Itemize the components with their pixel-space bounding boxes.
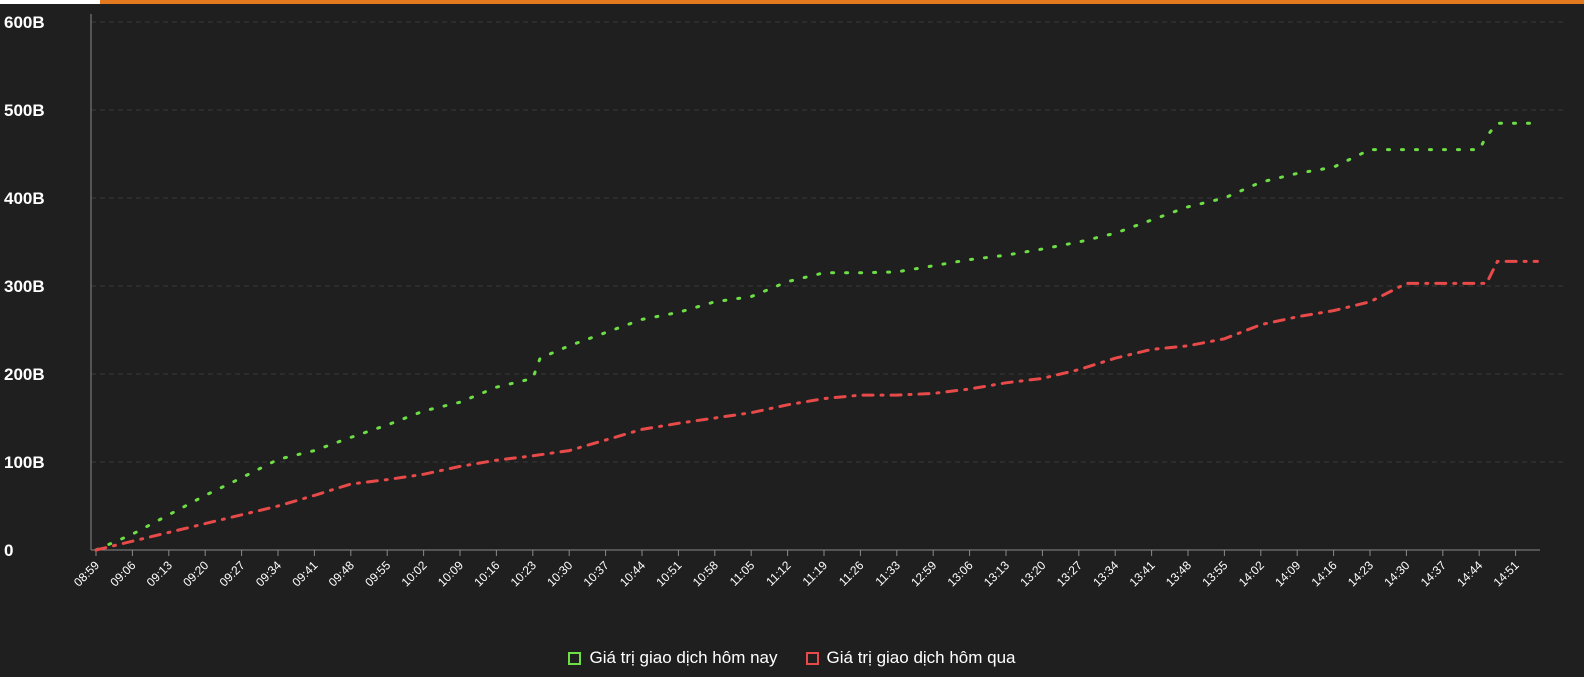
x-tick-label: 12:59 [908, 558, 939, 589]
legend-swatch-yesterday [805, 651, 819, 665]
x-tick-label: 09:34 [253, 558, 284, 589]
legend-label-today: Giá trị giao dịch hôm nay [589, 648, 778, 667]
gridlines [91, 21, 1565, 463]
axes [90, 14, 1540, 556]
x-tick-label: 14:09 [1272, 558, 1303, 589]
x-tick-label: 14:37 [1418, 558, 1449, 589]
x-tick-label: 11:33 [872, 558, 903, 589]
series-line-today [94, 121, 1539, 552]
legend-swatch-today [568, 651, 582, 665]
x-tick-label: 09:20 [180, 558, 211, 589]
x-tick-label: 09:27 [217, 558, 248, 589]
y-tick-label: 200B [4, 365, 45, 384]
top-accent-rule [0, 0, 1584, 4]
y-tick-label: 500B [4, 101, 45, 120]
x-tick-label: 13:48 [1163, 558, 1194, 589]
x-tick-label: 10:37 [581, 558, 612, 589]
x-tick-label: 13:55 [1199, 558, 1230, 589]
x-tick-label: 08:59 [71, 558, 102, 589]
y-tick-label: 100B [4, 453, 45, 472]
x-tick-label: 10:09 [435, 558, 466, 589]
x-tick-label: 10:02 [399, 558, 430, 589]
y-tick-labels: 0 100B 200B 300B 400B 500B 600B [4, 13, 45, 560]
x-tick-label: 13:13 [981, 558, 1012, 589]
x-tick-label: 10:58 [690, 558, 721, 589]
chart-svg: 0 100B 200B 300B 400B 500B 600B 08:59 09:06 09:1… [4, 13, 1565, 589]
legend: Giá trị giao dịch hôm nay Giá trị giao d… [0, 648, 1584, 668]
x-tick-label: 09:41 [289, 558, 320, 589]
y-tick-label: 300B [4, 277, 45, 296]
x-tick-label: 09:48 [326, 558, 357, 589]
legend-item-today[interactable]: Giá trị giao dịch hôm nay [568, 648, 778, 668]
x-tick-label: 11:19 [800, 558, 831, 589]
x-tick-label: 13:20 [1017, 558, 1048, 589]
x-tick-label: 14:44 [1454, 558, 1485, 589]
legend-item-yesterday[interactable]: Giá trị giao dịch hôm qua [805, 648, 1016, 668]
series-lines [94, 121, 1539, 552]
series-line-yesterday [94, 259, 1539, 552]
x-tick-label: 13:41 [1127, 558, 1158, 589]
x-tick-label: 11:26 [836, 558, 867, 589]
x-tick-label: 10:16 [471, 558, 502, 589]
y-tick-label: 600B [4, 13, 45, 32]
y-tick-label: 0 [4, 541, 13, 560]
top-rule-break [0, 0, 100, 4]
x-tick-label: 10:30 [544, 558, 575, 589]
x-tick-label: 14:23 [1345, 558, 1376, 589]
x-tick-label: 13:27 [1054, 558, 1085, 589]
x-tick-label: 09:13 [144, 558, 175, 589]
x-tick-label: 09:06 [107, 558, 138, 589]
x-tick-label: 11:12 [763, 558, 794, 589]
x-tick-label: 09:55 [362, 558, 393, 589]
x-tick-label: 11:05 [727, 558, 758, 589]
x-tick-labels: 08:59 09:06 09:13 09:20 09:27 09:34 09:41 09:48… [71, 558, 1522, 589]
x-tick-label: 14:02 [1236, 558, 1267, 589]
x-tick-label: 13:06 [945, 558, 976, 589]
x-tick-label: 14:30 [1381, 558, 1412, 589]
x-tick-label: 13:34 [1090, 558, 1121, 589]
x-tick-label: 14:51 [1491, 558, 1522, 589]
x-tick-label: 14:16 [1309, 558, 1340, 589]
y-tick-label: 400B [4, 189, 45, 208]
legend-label-yesterday: Giá trị giao dịch hôm qua [826, 648, 1016, 667]
x-tick-label: 10:51 [653, 558, 684, 589]
x-tick-label: 10:23 [508, 558, 539, 589]
x-tick-label: 10:44 [617, 558, 648, 589]
